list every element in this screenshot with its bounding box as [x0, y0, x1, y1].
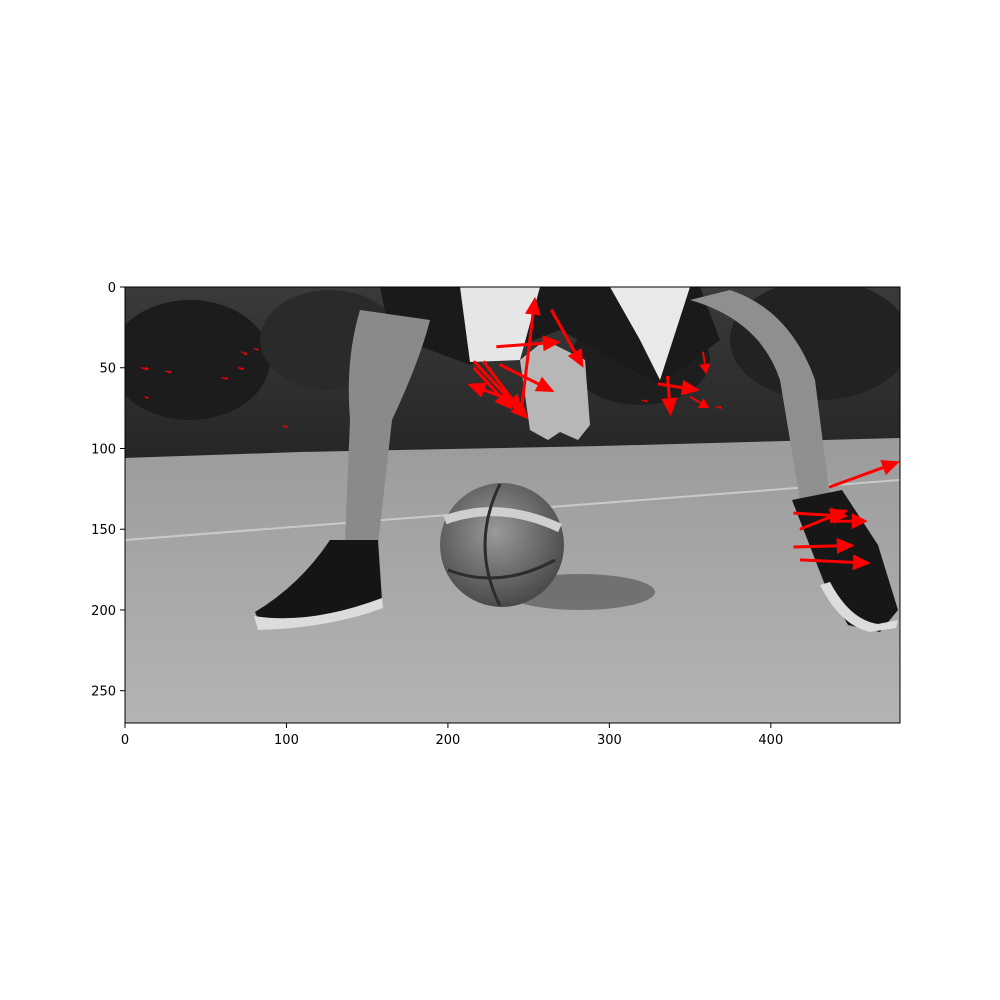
arrow-head — [256, 348, 260, 351]
arrow-shaft — [793, 511, 831, 517]
arrow-shaft — [549, 308, 577, 353]
arrow-head — [225, 376, 229, 380]
arrow-head — [168, 370, 172, 374]
arrow-head — [719, 405, 723, 409]
quiver-arrow — [283, 425, 289, 428]
arrow-head — [145, 366, 150, 371]
arrow-shaft — [793, 544, 837, 549]
x-tick-label: 0 — [121, 733, 129, 748]
arrow-shaft — [472, 366, 502, 398]
y-tick-label: 50 — [99, 362, 116, 377]
quiver-arrow — [799, 554, 871, 571]
y-tick-label: 0 — [108, 281, 116, 296]
arrow-head — [241, 367, 245, 371]
arrow-head — [285, 425, 289, 428]
quiver-arrow — [641, 399, 649, 403]
quiver-arrow — [482, 360, 523, 413]
arrow-shaft — [520, 314, 535, 404]
x-tick-label: 300 — [597, 733, 622, 748]
arrow-shaft — [221, 376, 226, 379]
arrow-head — [880, 460, 900, 476]
y-tick-label: 150 — [91, 523, 116, 538]
y-axis: 0 50 100 150 200 250 — [91, 281, 125, 700]
arrow-head — [504, 393, 523, 413]
x-axis: 0 100 200 300 400 — [121, 723, 783, 748]
quiver-arrow — [165, 370, 172, 374]
quiver-arrow — [549, 308, 584, 368]
arrow-shaft — [237, 367, 242, 370]
axes-frame — [124, 286, 901, 724]
arrow-shaft — [641, 399, 646, 402]
quiver-arrow — [496, 335, 561, 352]
quiver-arrow — [828, 460, 900, 489]
quiver-arrow — [144, 396, 150, 399]
arrow-shaft — [283, 425, 287, 428]
arrow-head — [644, 399, 649, 403]
arrow-shaft — [483, 388, 512, 402]
arrow-shaft — [496, 341, 544, 349]
arrow-head — [661, 397, 678, 417]
arrow-head — [851, 513, 868, 530]
x-tick-label: 200 — [436, 733, 461, 748]
quiver-arrow — [141, 366, 150, 371]
y-tick-label: 100 — [91, 442, 116, 457]
quiver-arrow — [221, 376, 229, 380]
quiver-arrow — [520, 296, 541, 404]
quiver-arrow — [699, 351, 711, 375]
arrow-shaft — [144, 396, 148, 399]
arrow-shaft — [799, 515, 833, 531]
y-tick-label: 250 — [91, 685, 116, 700]
y-tick-label: 200 — [91, 604, 116, 619]
quiver-arrow — [832, 513, 868, 530]
arrow-head — [836, 537, 855, 554]
quiver-arrows — [141, 296, 900, 571]
arrow-shaft — [253, 347, 258, 350]
quiver-arrow — [715, 405, 723, 409]
arrow-head — [852, 554, 871, 571]
quiver-arrow — [237, 367, 245, 371]
arrow-head — [494, 391, 513, 410]
arrow-head — [243, 351, 248, 355]
quiver-arrow — [472, 366, 513, 410]
arrow-shaft — [715, 405, 720, 408]
arrow-shaft — [799, 558, 854, 564]
arrow-head — [697, 398, 710, 409]
arrow-shaft — [165, 370, 170, 373]
quiver-arrow — [467, 382, 512, 402]
background-photo — [125, 287, 900, 723]
arrow-shaft — [689, 396, 702, 404]
arrow-head — [534, 376, 555, 392]
arrow-head — [680, 379, 700, 396]
x-tick-label: 100 — [274, 733, 299, 748]
arrow-shaft — [482, 360, 513, 400]
arrow-head — [524, 296, 541, 316]
arrow-shaft — [141, 367, 146, 370]
arrow-shaft — [828, 466, 884, 489]
quiver-arrow — [657, 379, 700, 396]
arrow-shaft — [240, 351, 246, 354]
quiver-arrow — [689, 396, 710, 409]
arrow-shaft — [498, 363, 540, 386]
arrow-head — [146, 396, 150, 399]
quiver-arrow — [253, 347, 260, 351]
quiver-arrow — [793, 537, 855, 554]
arrow-shaft — [702, 351, 706, 365]
x-tick-label: 400 — [758, 733, 783, 748]
quiver-arrow — [498, 363, 555, 392]
arrow-head — [467, 382, 487, 398]
arrow-head — [542, 335, 561, 352]
arrow-head — [699, 363, 711, 375]
quiver-arrow — [240, 351, 248, 355]
arrow-shaft — [657, 382, 683, 390]
arrow-head — [567, 348, 584, 368]
